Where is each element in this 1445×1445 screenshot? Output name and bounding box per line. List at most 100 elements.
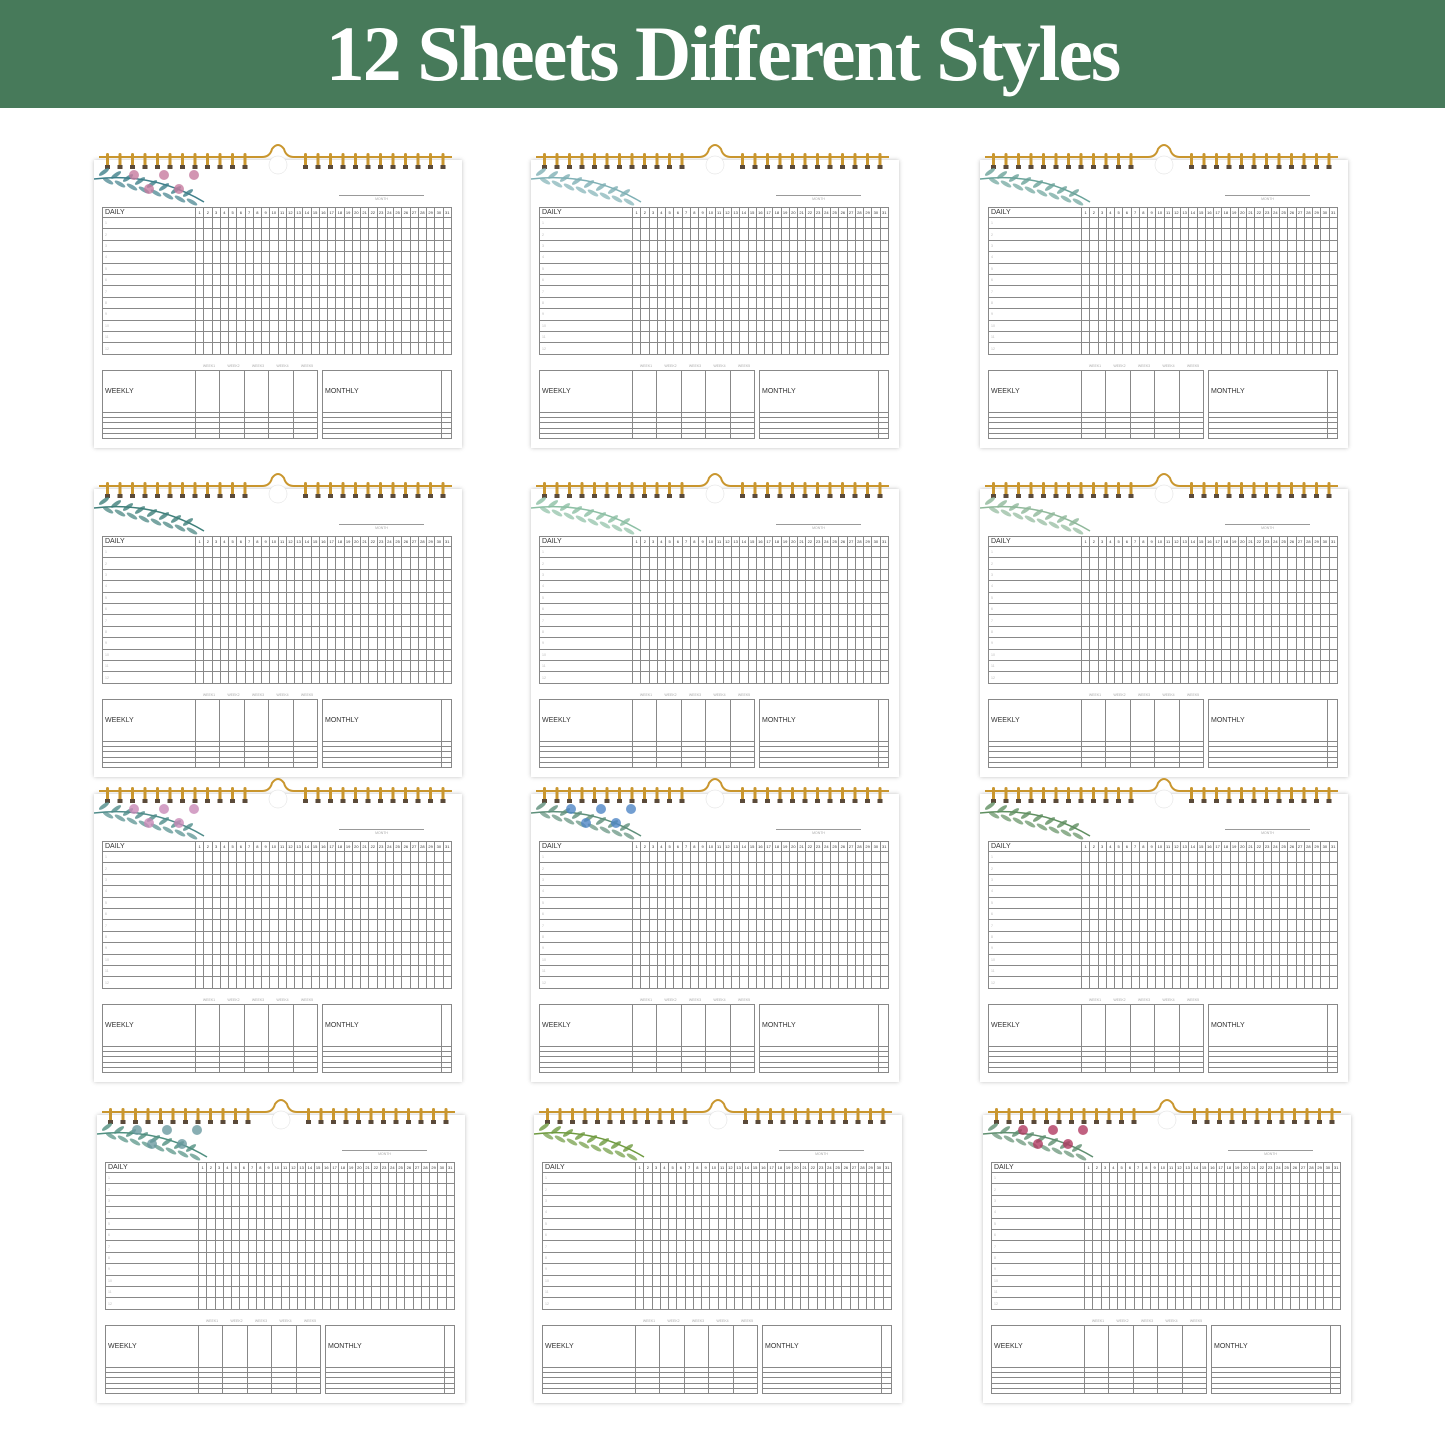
check-cell[interactable] (862, 930, 873, 944)
check-cell[interactable] (1130, 262, 1140, 276)
check-cell[interactable] (862, 285, 873, 298)
check-cell[interactable] (1221, 603, 1231, 616)
check-cell[interactable] (376, 603, 386, 616)
check-cell[interactable] (1196, 545, 1206, 559)
check-cell[interactable] (295, 1387, 322, 1395)
check-cell[interactable] (244, 285, 254, 298)
check-cell[interactable] (1278, 873, 1289, 887)
check-cell[interactable] (1237, 896, 1248, 910)
check-cell[interactable] (1204, 885, 1215, 898)
check-cell[interactable] (1146, 625, 1157, 639)
check-cell[interactable] (1080, 251, 1091, 264)
check-cell[interactable] (1171, 862, 1182, 875)
check-cell[interactable] (1138, 976, 1149, 989)
check-cell[interactable] (194, 761, 221, 769)
row-number[interactable]: 2 (988, 862, 1082, 875)
check-cell[interactable] (392, 965, 403, 978)
check-cell[interactable] (277, 850, 287, 864)
check-cell[interactable] (722, 862, 733, 875)
check-cell[interactable] (1254, 274, 1264, 287)
check-cell[interactable] (706, 648, 716, 662)
check-cell[interactable] (763, 637, 774, 650)
check-cell[interactable] (219, 885, 230, 898)
check-cell[interactable] (310, 625, 320, 639)
check-cell[interactable] (384, 274, 395, 287)
check-cell[interactable] (763, 919, 774, 932)
check-cell[interactable] (428, 1286, 439, 1299)
check-cell[interactable] (681, 625, 691, 639)
check-cell[interactable] (359, 603, 370, 616)
check-cell[interactable] (252, 216, 263, 230)
row-number[interactable]: 2 (102, 862, 196, 875)
check-cell[interactable] (343, 262, 353, 276)
check-cell[interactable] (788, 342, 799, 355)
check-cell[interactable] (1196, 251, 1206, 264)
check-cell[interactable] (1320, 965, 1330, 978)
check-cell[interactable] (706, 885, 716, 898)
check-cell[interactable] (796, 965, 807, 978)
check-cell[interactable] (788, 251, 799, 264)
check-cell[interactable] (1262, 342, 1272, 355)
check-cell[interactable] (359, 251, 370, 264)
check-cell[interactable] (714, 850, 724, 864)
check-cell[interactable] (780, 873, 790, 887)
check-cell[interactable] (706, 614, 716, 627)
check-cell[interactable] (1262, 976, 1272, 989)
check-cell[interactable] (219, 432, 245, 440)
check-cell[interactable] (417, 885, 428, 898)
check-cell[interactable] (211, 591, 221, 605)
check-cell[interactable] (755, 274, 766, 287)
check-cell[interactable] (1262, 885, 1272, 898)
check-cell[interactable] (1295, 976, 1305, 989)
check-cell[interactable] (1270, 296, 1281, 310)
check-cell[interactable] (239, 1229, 249, 1242)
check-cell[interactable] (714, 908, 724, 921)
check-cell[interactable] (1080, 699, 1107, 742)
check-cell[interactable] (729, 761, 756, 769)
check-cell[interactable] (1287, 296, 1297, 310)
check-cell[interactable] (359, 942, 370, 955)
check-cell[interactable] (689, 319, 700, 333)
check-cell[interactable] (763, 648, 774, 662)
check-cell[interactable] (813, 671, 823, 684)
check-cell[interactable] (664, 239, 675, 253)
check-cell[interactable] (335, 568, 345, 582)
check-cell[interactable] (351, 671, 362, 684)
check-cell[interactable] (206, 1251, 216, 1265)
check-cell[interactable] (1204, 262, 1215, 276)
check-cell[interactable] (260, 308, 271, 321)
check-cell[interactable] (805, 331, 815, 344)
check-cell[interactable] (425, 862, 436, 875)
check-cell[interactable] (288, 1206, 299, 1219)
check-cell[interactable] (1089, 262, 1099, 276)
check-cell[interactable] (1278, 591, 1289, 605)
check-cell[interactable] (1303, 953, 1314, 967)
check-cell[interactable] (442, 545, 452, 559)
check-cell[interactable] (862, 908, 873, 921)
check-cell[interactable] (1212, 942, 1223, 955)
check-cell[interactable] (194, 648, 205, 662)
check-cell[interactable] (656, 216, 667, 230)
check-cell[interactable] (1212, 637, 1223, 650)
check-cell[interactable] (1328, 580, 1338, 593)
check-cell[interactable] (805, 239, 815, 253)
check-cell[interactable] (862, 262, 873, 276)
check-cell[interactable] (351, 614, 362, 627)
check-cell[interactable] (230, 1297, 241, 1310)
check-cell[interactable] (230, 1274, 241, 1288)
check-cell[interactable] (1237, 919, 1248, 932)
check-cell[interactable] (656, 296, 667, 310)
check-cell[interactable] (252, 953, 263, 967)
check-cell[interactable] (305, 1263, 315, 1276)
check-cell[interactable] (648, 873, 658, 887)
check-cell[interactable] (631, 965, 642, 978)
check-cell[interactable] (1146, 648, 1157, 662)
check-cell[interactable] (1221, 885, 1231, 898)
check-cell[interactable] (1229, 239, 1239, 253)
check-cell[interactable] (1138, 580, 1149, 593)
check-cell[interactable] (739, 873, 749, 887)
check-cell[interactable] (359, 557, 370, 570)
check-cell[interactable] (739, 296, 749, 310)
check-cell[interactable] (1204, 637, 1215, 650)
check-cell[interactable] (1105, 331, 1116, 344)
